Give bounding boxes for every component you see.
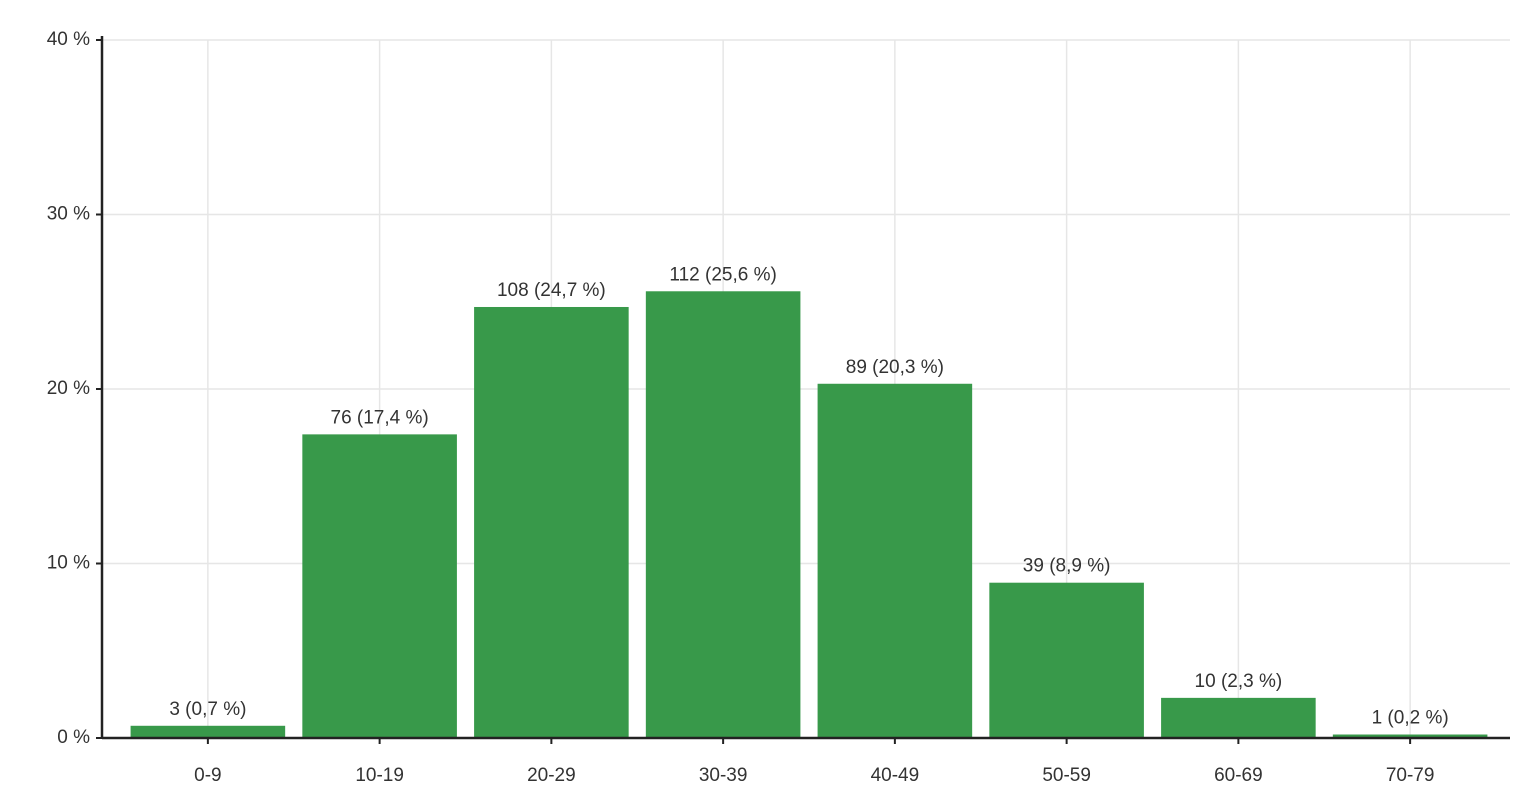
bar [130,725,286,738]
bar [645,291,801,738]
x-tick-label: 60-69 [1214,765,1263,786]
x-tick-label: 0-9 [194,765,221,786]
x-tick-label: 30-39 [699,765,748,786]
bar [474,306,629,738]
bar [817,383,973,738]
x-tick-label: 40-49 [871,765,920,786]
bar [989,582,1144,738]
y-tick-label: 40 % [47,29,90,50]
y-tick-label: 10 % [47,553,90,574]
x-tick-label: 20-29 [527,765,576,786]
data-label: 39 (8,9 %) [1023,556,1111,577]
y-tick-label: 20 % [47,378,90,399]
data-label: 89 (20,3 %) [846,357,944,378]
data-label: 10 (2,3 %) [1195,671,1283,692]
data-label: 112 (25,6 %) [669,264,776,285]
data-label: 76 (17,4 %) [331,407,429,428]
x-tick-label: 70-79 [1386,765,1435,786]
y-tick-label: 0 % [57,727,90,748]
x-tick-label: 50-59 [1042,765,1091,786]
x-tick-label: 10-19 [355,765,404,786]
data-label: 3 (0,7 %) [169,699,246,720]
data-label: 1 (0,2 %) [1372,708,1449,729]
bar [1161,697,1316,738]
y-tick-label: 30 % [47,204,90,225]
bar [1332,734,1488,738]
bar [302,434,457,738]
data-label: 108 (24,7 %) [497,280,606,301]
